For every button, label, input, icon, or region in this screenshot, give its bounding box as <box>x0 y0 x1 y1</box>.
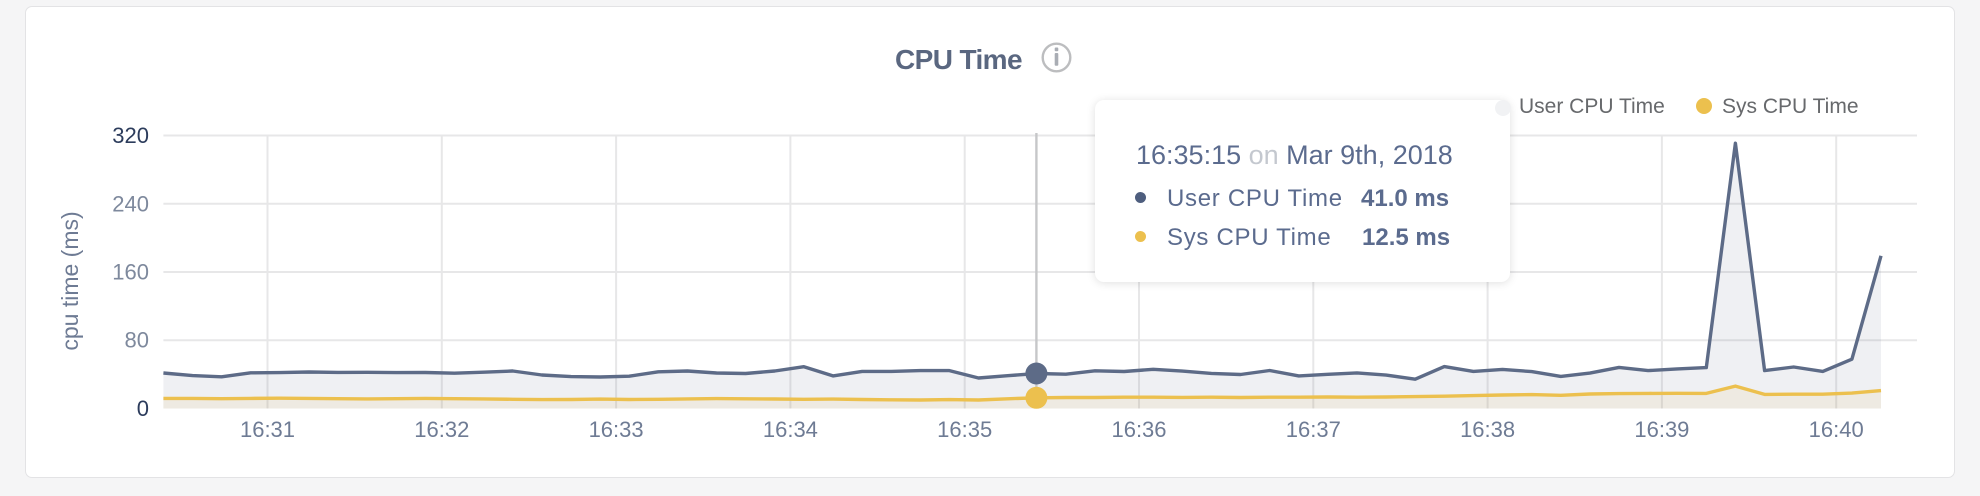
svg-text:16:37: 16:37 <box>1286 417 1341 442</box>
svg-text:16:39: 16:39 <box>1634 417 1689 442</box>
svg-text:160: 160 <box>112 260 149 285</box>
svg-text:16:38: 16:38 <box>1460 417 1515 442</box>
svg-text:16:33: 16:33 <box>589 417 644 442</box>
svg-text:320: 320 <box>112 123 149 148</box>
svg-text:16:34: 16:34 <box>763 417 818 442</box>
svg-text:16:40: 16:40 <box>1809 417 1864 442</box>
svg-text:cpu time (ms): cpu time (ms) <box>57 211 83 350</box>
svg-text:240: 240 <box>112 191 149 216</box>
svg-text:16:32: 16:32 <box>414 417 469 442</box>
svg-text:0: 0 <box>137 396 149 421</box>
svg-text:16:36: 16:36 <box>1111 417 1166 442</box>
svg-text:16:31: 16:31 <box>240 417 295 442</box>
svg-text:16:35: 16:35 <box>937 417 992 442</box>
svg-text:80: 80 <box>125 328 149 353</box>
